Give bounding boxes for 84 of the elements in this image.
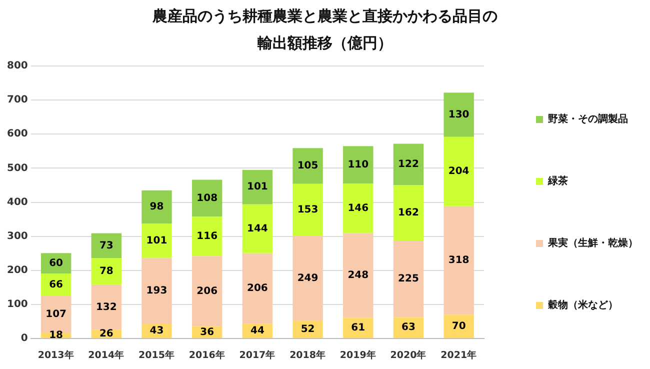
y-tick-label: 700 [7,94,28,106]
bar [444,92,474,137]
bar [91,284,122,330]
bar [444,314,474,338]
bar [242,204,273,254]
bar [393,185,424,240]
legend-label: 穀物（米など） [547,299,618,312]
data-label: 44 [250,325,264,336]
data-label: 107 [46,308,67,320]
data-label: 130 [448,109,470,120]
data-label: 105 [297,160,318,172]
y-tick-label: 100 [7,299,28,310]
legend-label: 緑茶 [547,175,568,188]
bar [91,258,122,285]
x-tick-label: 2020年 [390,348,427,361]
bar [292,184,323,236]
legend-label: 野菜・その調製品 [548,113,628,126]
y-tick-label: 400 [7,196,28,208]
bar [142,258,172,324]
data-label: 101 [247,182,268,193]
data-label: 101 [146,236,168,247]
bar [242,170,273,204]
data-label: 206 [196,286,218,297]
data-label: 204 [448,166,470,178]
data-label: 63 [402,322,416,334]
legend-label: 果実（生鮮・乾燥） [547,237,638,250]
x-tick-label: 2017年 [239,348,276,361]
bar [40,296,72,332]
data-label: 206 [247,283,268,294]
data-label: 98 [150,202,164,213]
data-label: 318 [448,255,470,266]
y-tick-label: 0 [20,333,28,344]
data-label: 78 [99,266,114,278]
data-label: 116 [196,230,218,242]
bar [91,233,122,258]
x-tick-label: 2015年 [138,348,175,361]
data-label: 249 [297,273,318,284]
x-tick-label: 2019年 [340,348,376,361]
bar [343,233,374,318]
y-tick-label: 800 [7,60,28,72]
bar [444,206,474,315]
data-label: 26 [99,328,114,340]
bar [393,240,424,318]
data-label: 193 [146,286,168,297]
data-label: 36 [200,326,214,338]
x-tick-label: 2021年 [440,348,478,361]
bar [142,190,172,224]
data-label: 225 [398,273,419,284]
bar [343,184,374,234]
x-tick-label: 2014年 [88,348,125,361]
y-tick-label: 500 [7,162,28,174]
data-label: 61 [351,322,366,334]
data-label: 60 [49,258,64,269]
bar [292,148,323,184]
data-label: 66 [49,279,64,290]
data-label: 146 [348,203,369,214]
data-label: 110 [348,159,369,170]
bar [192,216,222,256]
y-tick-label: 200 [7,265,28,276]
data-label: 108 [196,192,218,204]
bar [343,146,374,184]
data-label: 73 [99,240,114,252]
y-tick-label: 600 [7,128,28,140]
x-tick-label: 2016年 [188,348,226,361]
data-label: 248 [348,270,369,282]
bar [292,236,323,321]
x-tick-label: 2013年 [38,348,74,361]
bar [393,144,424,186]
bar [444,136,474,206]
data-label: 70 [452,321,466,332]
data-label: 18 [49,330,64,341]
bar [192,256,222,326]
chart-title: 農産品のうち耕種農業と農業と直接かかわる品目の輸出額推移（億円） [152,6,498,54]
data-label: 162 [398,207,419,218]
y-tick-label: 300 [7,230,28,242]
data-label: 132 [96,302,117,313]
bar [242,253,273,324]
data-label: 122 [398,159,419,170]
data-label: 153 [297,204,318,216]
data-label: 52 [300,324,315,336]
x-tick-label: 2018年 [290,348,326,361]
data-label: 144 [247,223,268,234]
bar [142,224,172,258]
data-label: 43 [150,326,164,337]
